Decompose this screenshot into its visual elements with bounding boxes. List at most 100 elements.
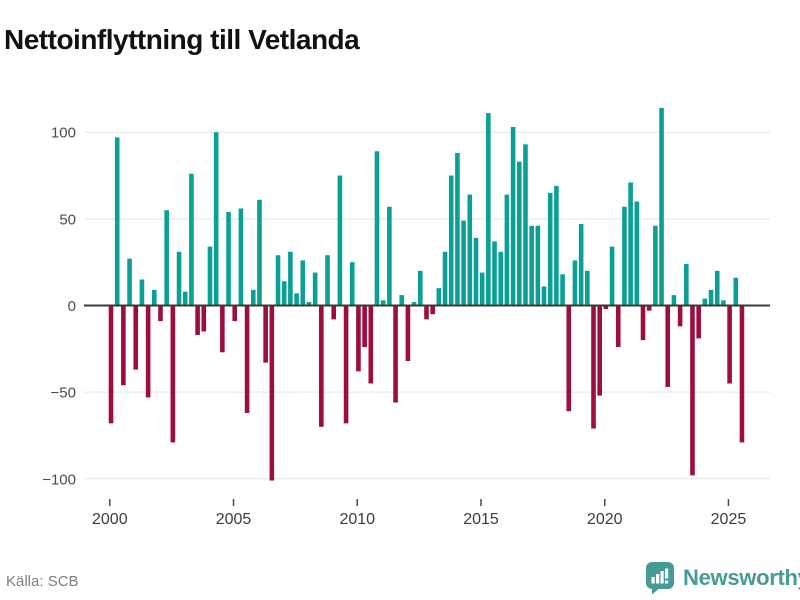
bar-2021Q2	[634, 201, 640, 306]
bar-2020Q4	[622, 206, 627, 306]
x-axis-label-2000: 2000	[92, 511, 128, 528]
bar-2003Q4	[201, 305, 207, 332]
bar-2023Q1	[677, 305, 683, 327]
bar-2024Q1	[702, 298, 708, 306]
bar-2014Q1	[455, 153, 460, 306]
bar-2015Q2	[486, 113, 491, 306]
bar-2004Q3	[220, 305, 225, 353]
bar-2008Q4	[325, 255, 330, 306]
bar-2004Q4	[226, 211, 231, 306]
bar-2010Q2	[362, 305, 367, 348]
bar-2009Q2	[337, 175, 343, 306]
x-axis-label-2025: 2025	[711, 511, 747, 528]
bar-2001Q2	[139, 279, 145, 306]
bar-2011Q3	[393, 305, 398, 403]
bar-2013Q2	[436, 288, 442, 306]
bar-2008Q3	[319, 305, 324, 427]
bar-2010Q1	[356, 305, 361, 372]
bar-2005Q2	[238, 208, 244, 306]
bar-2021Q1	[628, 182, 633, 306]
bar-2010Q4	[374, 151, 380, 306]
bar-2016Q2	[510, 127, 516, 306]
bar-2001Q4	[152, 289, 157, 306]
bar-2000Q1	[108, 305, 114, 424]
x-axis-label-2010: 2010	[339, 511, 375, 528]
source-note: Källa: SCB	[6, 573, 79, 590]
bar-2018Q1	[554, 185, 559, 306]
bar-2007Q3	[294, 293, 299, 306]
bar-2025Q3	[739, 305, 745, 443]
bar-2005Q3	[244, 305, 250, 413]
bar-2018Q3	[566, 305, 572, 412]
bar-2002Q4	[176, 251, 182, 306]
x-axis-label-2005: 2005	[216, 511, 252, 528]
bar-2006Q2	[263, 305, 268, 363]
y-axis-label--100: −100	[42, 471, 76, 488]
bar-2006Q4	[275, 255, 281, 306]
page-title: Nettoinflyttning till Vetlanda	[4, 23, 360, 55]
bar-chart: 100 50 0 −50 −100 2000 2005 2010 2015 2020 2025	[42, 107, 770, 528]
bar-2014Q4	[473, 237, 479, 306]
bar-2002Q1	[158, 305, 163, 322]
bar-2002Q3	[170, 305, 176, 443]
bar-2004Q2	[213, 132, 219, 306]
bar-2022Q3	[665, 305, 671, 387]
bar-2000Q3	[121, 305, 126, 386]
bar-2021Q3	[640, 305, 646, 341]
bar-2015Q4	[498, 251, 504, 306]
bar-2017Q3	[541, 286, 547, 306]
bar-2020Q2	[609, 246, 615, 306]
bar-2018Q2	[560, 274, 565, 306]
bar-2013Q4	[448, 175, 454, 306]
bar-2012Q2	[411, 302, 417, 306]
bar-2007Q2	[288, 251, 293, 306]
newsworthy-brand[interactable]: Newsworthy	[645, 561, 800, 595]
bar-2016Q4	[523, 144, 528, 306]
bar-2005Q4	[250, 289, 256, 306]
bar-2019Q4	[597, 305, 602, 396]
bar-2021Q4	[646, 305, 652, 311]
bar-2020Q3	[615, 305, 621, 348]
bar-2003Q3	[195, 305, 200, 335]
bar-2011Q1	[380, 300, 386, 306]
bar-2004Q1	[207, 246, 213, 306]
bar-2017Q1	[529, 225, 534, 306]
bar-2019Q2	[585, 270, 590, 306]
bar-2014Q2	[461, 220, 466, 306]
bar-2020Q1	[603, 305, 609, 309]
bar-2016Q1	[504, 194, 510, 306]
bar-2015Q1	[479, 272, 485, 306]
bar-2012Q1	[405, 305, 411, 361]
bar-2007Q1	[281, 281, 287, 306]
x-axis-label-2015: 2015	[463, 511, 499, 528]
bar-2017Q2	[535, 225, 541, 306]
y-axis-label-0: 0	[68, 298, 76, 315]
bar-2017Q4	[547, 192, 553, 306]
bar-2011Q2	[387, 206, 392, 306]
bar-2001Q1	[133, 305, 139, 370]
y-axis-label-50: 50	[59, 211, 76, 228]
bar-2009Q3	[343, 305, 349, 424]
bar-2022Q1	[653, 225, 658, 306]
bar-2014Q3	[467, 194, 473, 306]
bar-2019Q1	[578, 224, 584, 306]
bar-2003Q1	[182, 291, 188, 306]
bar-2001Q3	[145, 305, 151, 398]
bar-2008Q2	[312, 272, 318, 306]
bar-2006Q3	[269, 305, 275, 481]
bar-2024Q3	[714, 270, 720, 306]
brand-name: Newsworthy	[683, 565, 800, 590]
bar-2022Q2	[659, 107, 664, 306]
bar-2003Q2	[189, 173, 194, 306]
bar-2009Q1	[331, 305, 336, 320]
bar-2000Q2	[114, 137, 120, 306]
bar-2008Q1	[306, 302, 312, 306]
bar-2023Q3	[690, 305, 695, 476]
bar-2002Q2	[164, 210, 169, 306]
bar-2024Q2	[708, 289, 714, 306]
bar-2012Q4	[424, 305, 429, 320]
bar-2024Q4	[721, 300, 726, 306]
bar-2015Q3	[492, 241, 497, 306]
bar-2010Q3	[368, 305, 374, 384]
